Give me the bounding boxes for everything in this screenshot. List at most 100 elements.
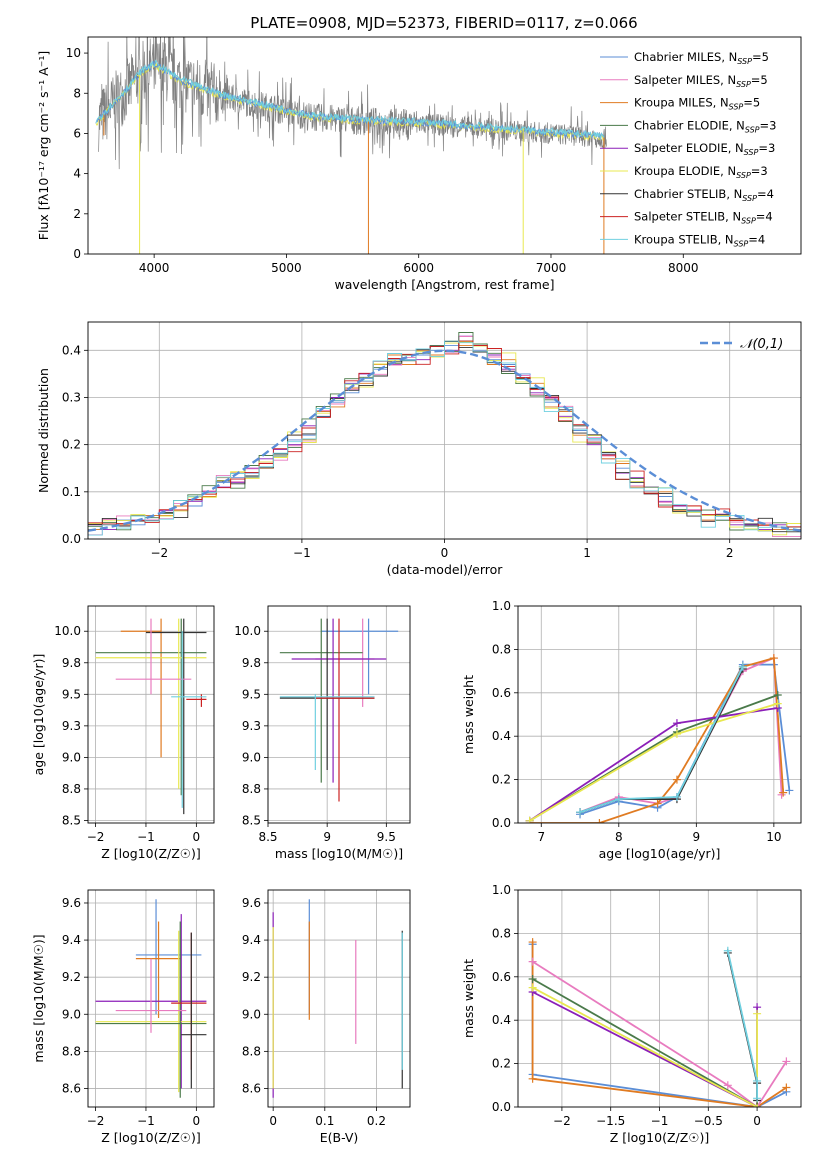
x-axis-label: age [log10(age/yr)] [599,846,721,861]
y-tick-label: 8.6 [62,1081,81,1095]
series-point-marker [753,1076,762,1085]
y-tick-label: 0.0 [492,1100,511,1114]
series-point-marker [614,795,623,804]
panel-mass-weight-vs-z: −2 −1.5 −1 −0.5 0 0.0 0.2 0.4 0.6 0.8 1.0 Z [log10(… [461,883,802,1145]
series-point-marker [672,730,681,739]
y-tick-label: 9.8 [62,656,81,670]
x-tick-label: −1 [293,546,311,560]
plot-area [95,37,607,254]
legend-entry-label: Salpeter STELIB, NSSP=4 [634,210,773,226]
y-tick-label: 0 [73,247,81,261]
y-tick-label: 8 [73,86,81,100]
y-tick-label: 0.0 [492,816,511,830]
plot-area [279,618,399,802]
series-point-marker [576,808,585,817]
y-tick-label: 0.2 [492,1057,511,1071]
series-point-marker [528,1074,537,1083]
x-tick-label: 8.5 [258,830,277,844]
series-line [726,952,758,1101]
x-axis-label: (data-model)/error [387,562,504,577]
legend-entry-label: 𝒩(0,1) [740,337,783,352]
model-spectrum-line [95,59,605,141]
y-axis-label: age [log10(age/yr)] [31,654,46,776]
legend-entry-label: Kroupa MILES, NSSP=5 [634,96,760,112]
figure-title: PLATE=0908, MJD=52373, FIBERID=0117, z=0… [250,14,637,32]
y-tick-label: 0.4 [62,343,81,357]
y-tick-label: 0.4 [492,729,511,743]
series-point-marker [782,1083,791,1092]
series-point-marker [528,957,537,966]
y-axis-label: Flux [fλ10⁻¹⁷ erg cm⁻² s⁻¹ A⁻¹] [36,51,51,240]
axes-frame [87,321,802,540]
x-tick-label: −1 [137,830,155,844]
y-tick-label: 9.0 [62,1007,81,1021]
panel-spectrum: 4000 5000 6000 7000 8000 0 2 4 6 8 10 wavelength [A… [36,36,802,292]
x-tick-label: 8000 [668,261,699,275]
plot-area [95,618,207,815]
legend-entry-label: Chabrier ELODIE, NSSP=3 [634,118,776,134]
legend-entry-label: Salpeter MILES, NSSP=5 [634,73,768,89]
x-tick-label: 0.1 [315,1114,334,1128]
x-tick-label: 5000 [271,261,302,275]
y-tick-label: 9.4 [242,933,261,947]
y-tick-label: 9.2 [62,970,81,984]
x-tick-label: 0 [441,546,449,560]
y-axis-label: mass weight [461,675,476,754]
series-line [726,950,758,1099]
y-tick-label: 0.0 [62,532,81,546]
series-point-marker [723,1081,732,1090]
legend-entry-label: Salpeter ELODIE, NSSP=3 [634,141,775,157]
y-tick-label: 0.3 [62,390,81,404]
x-tick-label: 10 [766,830,781,844]
x-tick-label: −1 [137,1114,155,1128]
normal-curve-line [88,349,801,532]
plot-area [95,899,207,1098]
axes-frame [267,605,411,824]
x-tick-label: 1 [583,546,591,560]
y-tick-label: 0.1 [62,485,81,499]
legend-entry-label: Kroupa ELODIE, NSSP=3 [634,164,768,180]
y-tick-label: 10.0 [54,624,81,638]
x-axis-label: E(B-V) [320,1130,359,1145]
series-line [579,663,791,816]
panel-age-vs-mass: 8.5 9 9.5 8.5 8.8 9.0 9.3 9.5 9.8 10.0 mass [log10… [234,605,411,861]
plot-area [528,938,791,1107]
series-point-marker [753,1094,762,1103]
y-axis-label: Normed distribution [36,368,51,493]
x-tick-label: 4000 [139,261,170,275]
y-tick-label: 9.3 [62,719,81,733]
series-point-marker [773,690,782,699]
y-tick-label: 10.0 [234,624,261,638]
x-tick-label: −2 [87,830,105,844]
x-tick-label: 7 [537,830,545,844]
y-tick-label: 9.0 [62,750,81,764]
series-point-marker [723,946,732,955]
y-tick-label: 9.2 [242,970,261,984]
x-tick-label: 0 [753,1114,761,1128]
plot-area [272,899,403,1098]
y-tick-label: 9.3 [242,719,261,733]
y-tick-label: 8.8 [242,1044,261,1058]
panel-mass-vs-z: −2 −1 0 8.6 8.8 9.0 9.2 9.4 9.6 Z [log10(Z/Z☉)] ma… [31,889,215,1145]
axes-frame [87,605,215,824]
y-tick-label: 8.8 [242,782,261,796]
y-tick-label: 9.0 [242,750,261,764]
y-axis-label: mass weight [461,959,476,1038]
y-tick-label: 10 [66,46,81,60]
y-tick-label: 9.5 [242,687,261,701]
y-tick-label: 8.5 [242,813,261,827]
y-tick-label: 9.5 [62,687,81,701]
legend-entry-label: Chabrier STELIB, NSSP=4 [634,187,774,203]
legend-entry-label: Kroupa STELIB, NSSP=4 [634,232,765,248]
series-point-marker [782,1057,791,1066]
x-tick-label: 9.5 [377,830,396,844]
series-point-marker [773,699,782,708]
series-point-marker [753,1009,762,1018]
y-tick-label: 9.4 [62,933,81,947]
x-tick-label: 0 [269,1114,277,1128]
spectrum-legend: Chabrier MILES, NSSP=5 Salpeter MILES, NS… [600,50,776,248]
y-tick-label: 6 [73,126,81,140]
series-point-marker [528,938,537,947]
x-axis-label: Z [log10(Z/Z☉)] [610,1130,710,1145]
